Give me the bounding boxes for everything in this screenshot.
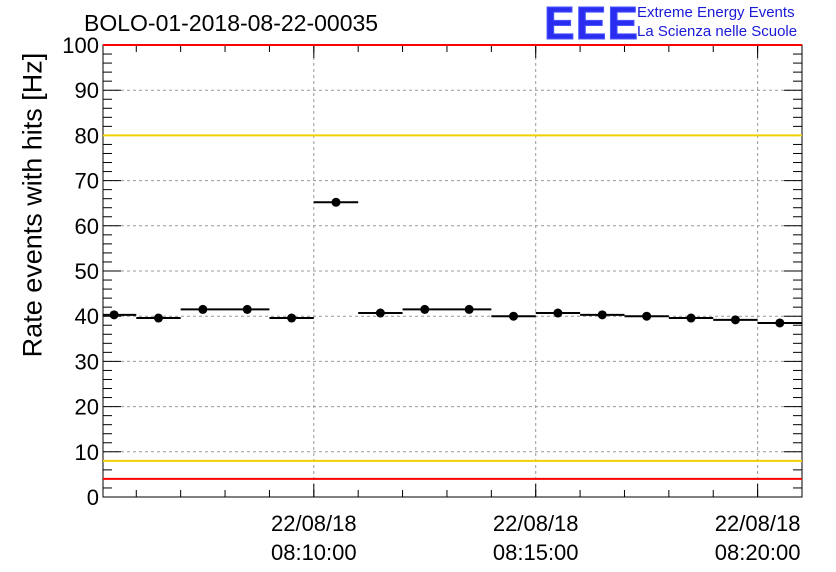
data-point	[642, 311, 652, 321]
x-tick-label-date: 22/08/18	[493, 511, 579, 536]
y-tick-label: 40	[75, 304, 99, 329]
data-point	[597, 310, 607, 320]
y-tick-label: 10	[75, 440, 99, 465]
y-tick-label: 50	[75, 259, 99, 284]
y-tick-label: 30	[75, 349, 99, 374]
chart-title: BOLO-01-2018-08-22-00035	[84, 10, 379, 36]
data-point	[464, 304, 474, 314]
logo-caption-line1: Extreme Energy Events	[637, 4, 795, 21]
data-point	[109, 310, 119, 320]
y-tick-label: 100	[62, 33, 99, 58]
x-tick-label-date: 22/08/18	[271, 511, 357, 536]
data-point	[420, 304, 430, 314]
data-point	[730, 315, 740, 325]
x-tick-label-time: 08:15:00	[493, 540, 579, 565]
data-point	[242, 304, 252, 314]
data-point	[331, 197, 341, 207]
data-point	[775, 318, 785, 328]
data-point	[509, 311, 519, 321]
y-tick-label: 70	[75, 169, 99, 194]
data-point	[553, 308, 563, 318]
y-tick-label: 90	[75, 78, 99, 103]
x-tick-label-time: 08:20:00	[715, 540, 801, 565]
data-point	[375, 308, 385, 318]
x-tick-label-time: 08:10:00	[271, 540, 357, 565]
y-tick-label: 60	[75, 214, 99, 239]
eee-logo: EEE	[543, 0, 640, 49]
y-tick-label: 80	[75, 123, 99, 148]
data-point	[198, 304, 208, 314]
data-point	[287, 313, 297, 323]
y-tick-label: 20	[75, 395, 99, 420]
y-tick-label: 0	[87, 485, 99, 510]
logo-caption: Extreme Energy Events La Scienza nelle S…	[637, 3, 797, 41]
x-tick-label-date: 22/08/18	[715, 511, 801, 536]
data-point	[686, 313, 696, 323]
logo-caption-line2: La Scienza nelle Scuole	[637, 23, 798, 40]
data-point	[153, 313, 163, 323]
